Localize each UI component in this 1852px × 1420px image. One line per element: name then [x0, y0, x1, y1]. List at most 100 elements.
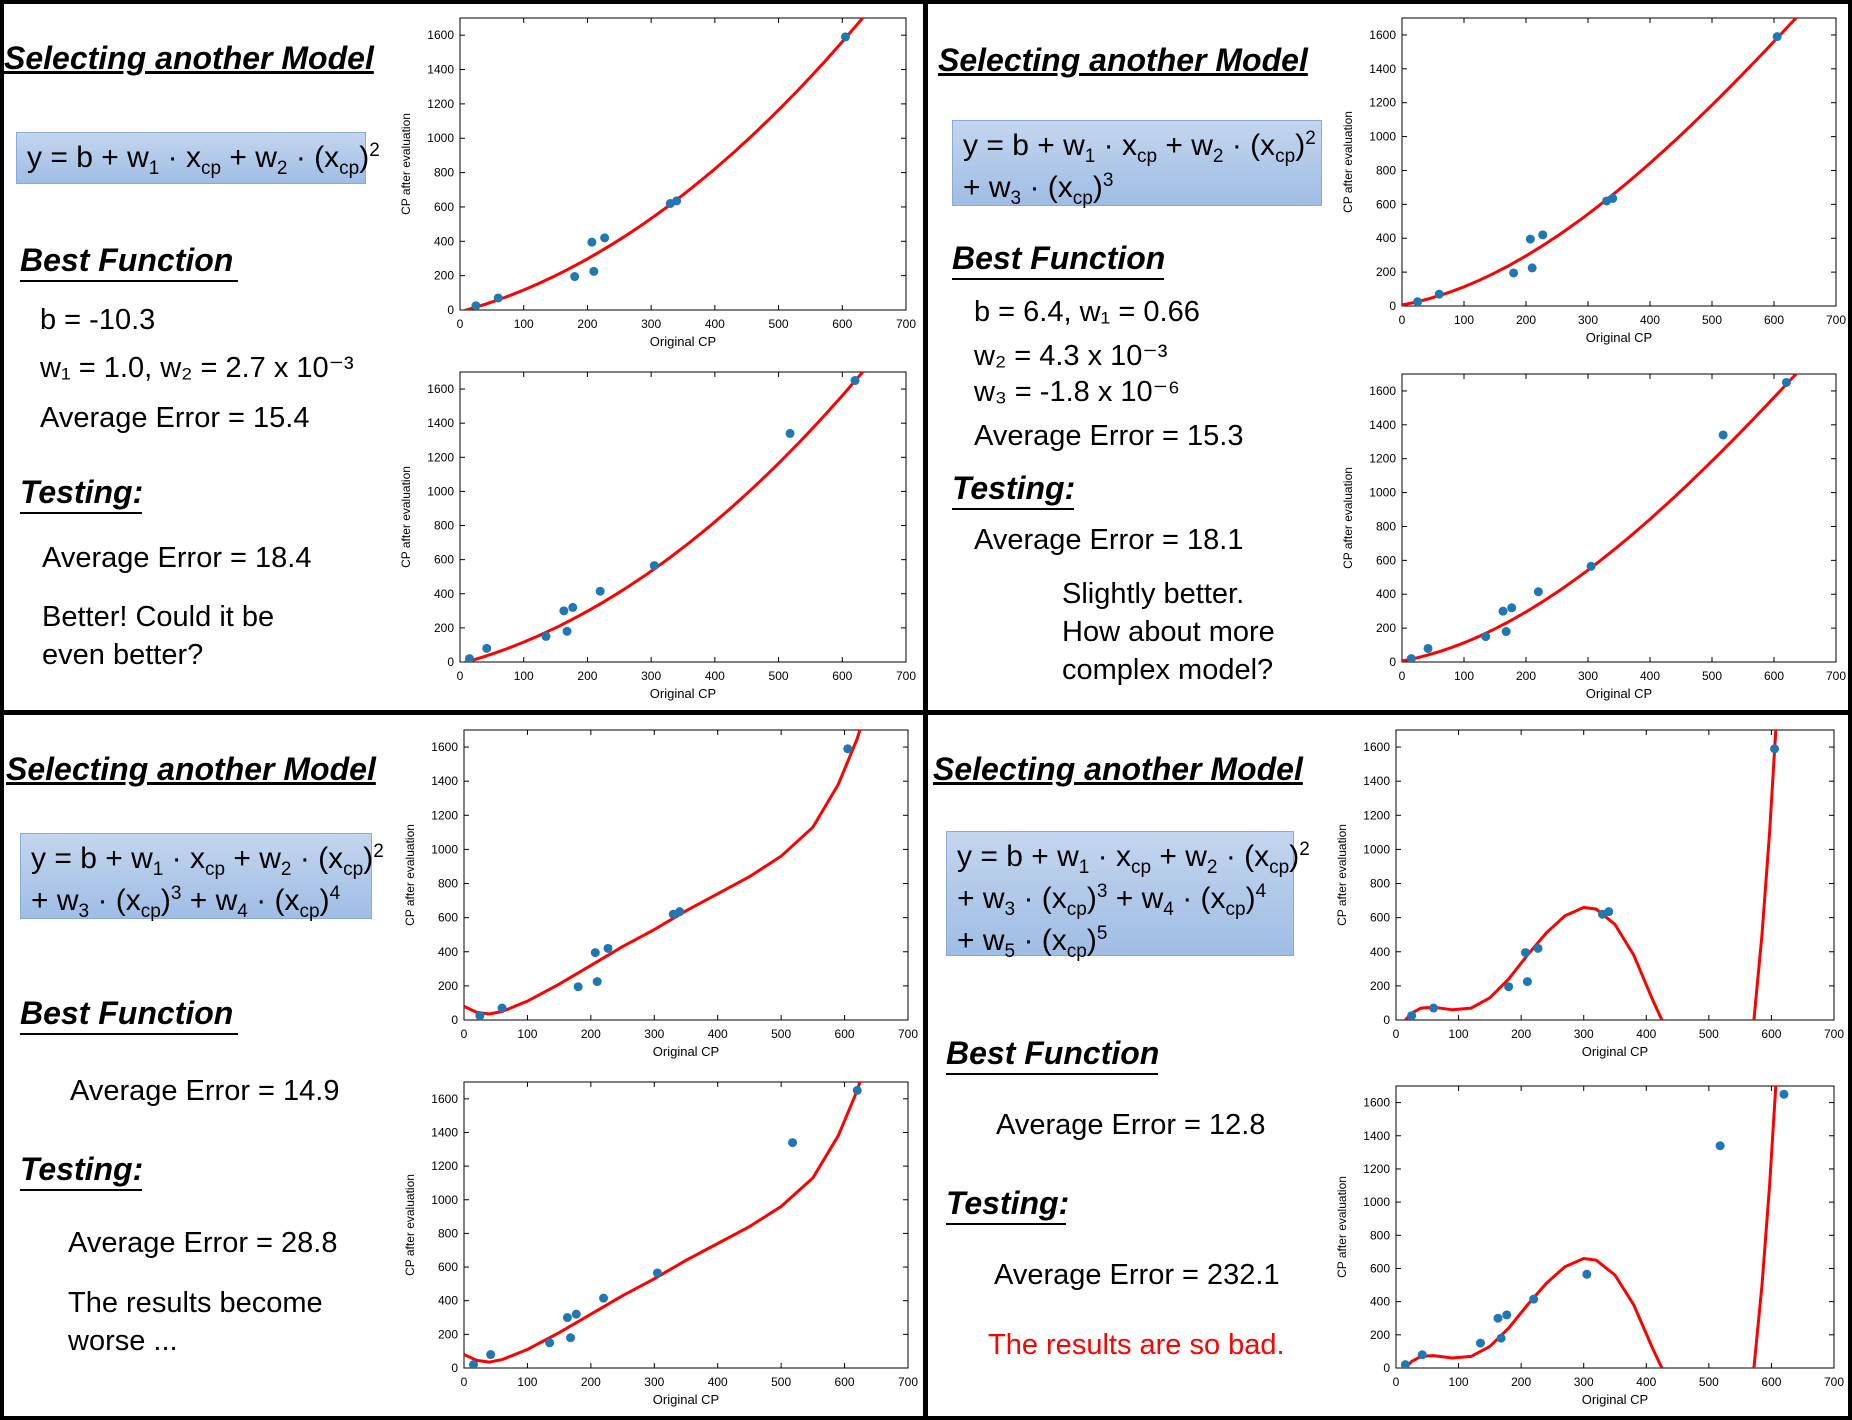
y-tick-label: 1200 [1363, 808, 1390, 822]
x-tick-label: 600 [1764, 313, 1784, 327]
data-point [541, 631, 551, 641]
testing-heading: Testing: [20, 474, 144, 510]
data-point [1779, 1089, 1789, 1099]
x-tick-label: 400 [705, 669, 725, 683]
y-axis-label: CP after evaluation [399, 466, 413, 568]
data-point [482, 643, 492, 653]
data-point [603, 943, 613, 953]
y-tick-label: 1200 [1369, 452, 1396, 466]
x-tick-label: 200 [581, 1375, 601, 1389]
comment-line: worse ... [68, 1325, 178, 1357]
y-tick-label: 1000 [431, 842, 458, 856]
testing-error: Average Error = 232.1 [994, 1259, 1280, 1291]
y-axis-label: CP after evaluation [1341, 111, 1355, 213]
y-tick-label: 1400 [427, 63, 454, 77]
data-point [469, 1360, 479, 1368]
testing-error: Average Error = 18.4 [42, 542, 312, 574]
data-point [1498, 606, 1508, 616]
y-axis-label: CP after evaluation [1341, 467, 1355, 569]
training-error: Average Error = 14.9 [70, 1075, 340, 1107]
x-tick-label: 100 [1449, 1027, 1469, 1041]
data-point [1529, 1294, 1539, 1304]
testing-scatter-chart: 0 100 200 300 400 500 600 700 0 200 400 600 800 1000 1… [1341, 373, 1846, 701]
plot-area [1401, 17, 1837, 307]
data-point [1493, 1313, 1503, 1323]
x-tick-label: 300 [1578, 313, 1598, 327]
y-tick-label: 0 [447, 655, 454, 669]
x-tick-label: 100 [1454, 313, 1474, 327]
testing-heading: Testing: [952, 470, 1076, 506]
x-tick-label: 700 [896, 317, 916, 331]
y-axis-label: CP after evaluation [399, 113, 413, 215]
y-tick-label: 800 [1370, 1228, 1390, 1242]
data-point [571, 1309, 581, 1319]
training-scatter-chart: 0 100 200 300 400 500 600 700 0 200 400 600 800 1000 1… [399, 17, 916, 349]
y-tick-label: 0 [1383, 1013, 1390, 1027]
data-point [592, 977, 602, 987]
data-point [599, 1293, 609, 1303]
y-tick-label: 600 [1370, 911, 1390, 925]
y-tick-label: 200 [1370, 1328, 1390, 1342]
data-point [600, 233, 610, 243]
y-tick-label: 1600 [427, 382, 454, 396]
x-axis-label: Original CP [1582, 1392, 1648, 1407]
y-tick-label: 800 [1376, 519, 1396, 533]
y-tick-label: 0 [447, 303, 454, 317]
data-point [1582, 1269, 1592, 1279]
x-tick-label: 700 [1824, 1027, 1844, 1041]
x-tick-label: 100 [1454, 669, 1474, 683]
data-point [785, 428, 795, 438]
x-tick-label: 500 [769, 317, 789, 331]
x-tick-label: 0 [1399, 313, 1406, 327]
x-tick-label: 400 [708, 1375, 728, 1389]
model-formula: y = b + w1 · xcp + w2 · (xcp)2 [16, 132, 380, 184]
training-scatter-chart: 0 100 200 300 400 500 600 700 0 200 400 600 800 1000 1… [403, 729, 918, 1059]
y-tick-label: 600 [438, 1260, 458, 1274]
y-axis-label: CP after evaluation [1335, 824, 1349, 926]
data-point [1406, 654, 1416, 662]
data-point [649, 561, 659, 571]
plot-area [463, 729, 909, 1021]
param-line: w₃ = -1.8 x 10⁻⁶ [974, 376, 1180, 408]
y-tick-label: 600 [1376, 553, 1396, 567]
data-point [1604, 907, 1614, 917]
x-tick-label: 0 [461, 1027, 468, 1041]
y-tick-label: 400 [1370, 945, 1390, 959]
y-tick-label: 1200 [431, 1159, 458, 1173]
plot-area [459, 17, 907, 311]
x-tick-label: 700 [1824, 1375, 1844, 1389]
data-point [788, 1138, 798, 1148]
y-tick-label: 1200 [1369, 96, 1396, 110]
x-tick-label: 500 [771, 1027, 791, 1041]
data-point [545, 1338, 555, 1348]
testing-heading: Testing: [20, 1151, 144, 1187]
x-tick-label: 300 [641, 317, 661, 331]
y-tick-label: 1400 [1363, 774, 1390, 788]
testing-error: Average Error = 18.1 [974, 524, 1244, 556]
fitted-curve [1752, 1086, 1778, 1368]
y-tick-label: 800 [434, 166, 454, 180]
y-tick-label: 1400 [1369, 418, 1396, 432]
x-tick-label: 600 [1761, 1375, 1781, 1389]
x-tick-label: 700 [898, 1375, 918, 1389]
y-tick-label: 1200 [431, 808, 458, 822]
data-point [497, 1003, 507, 1013]
x-tick-label: 100 [514, 669, 534, 683]
x-tick-label: 500 [1699, 1375, 1719, 1389]
data-point [1496, 1333, 1506, 1343]
plot-area [463, 1081, 909, 1369]
panel-title: Selecting another Model [6, 751, 376, 787]
plot-area [459, 371, 907, 663]
data-point [1434, 289, 1444, 299]
y-tick-label: 1600 [431, 740, 458, 754]
x-tick-label: 500 [1702, 669, 1722, 683]
fitted-curve [1752, 730, 1778, 1020]
y-tick-label: 1000 [1369, 486, 1396, 500]
y-tick-label: 1200 [1363, 1162, 1390, 1176]
comment-line: Slightly better. [1062, 578, 1245, 610]
data-point [1504, 982, 1514, 992]
data-point [1502, 1310, 1512, 1320]
x-tick-label: 600 [1761, 1027, 1781, 1041]
data-point [1527, 263, 1537, 273]
data-point [1400, 1360, 1410, 1368]
